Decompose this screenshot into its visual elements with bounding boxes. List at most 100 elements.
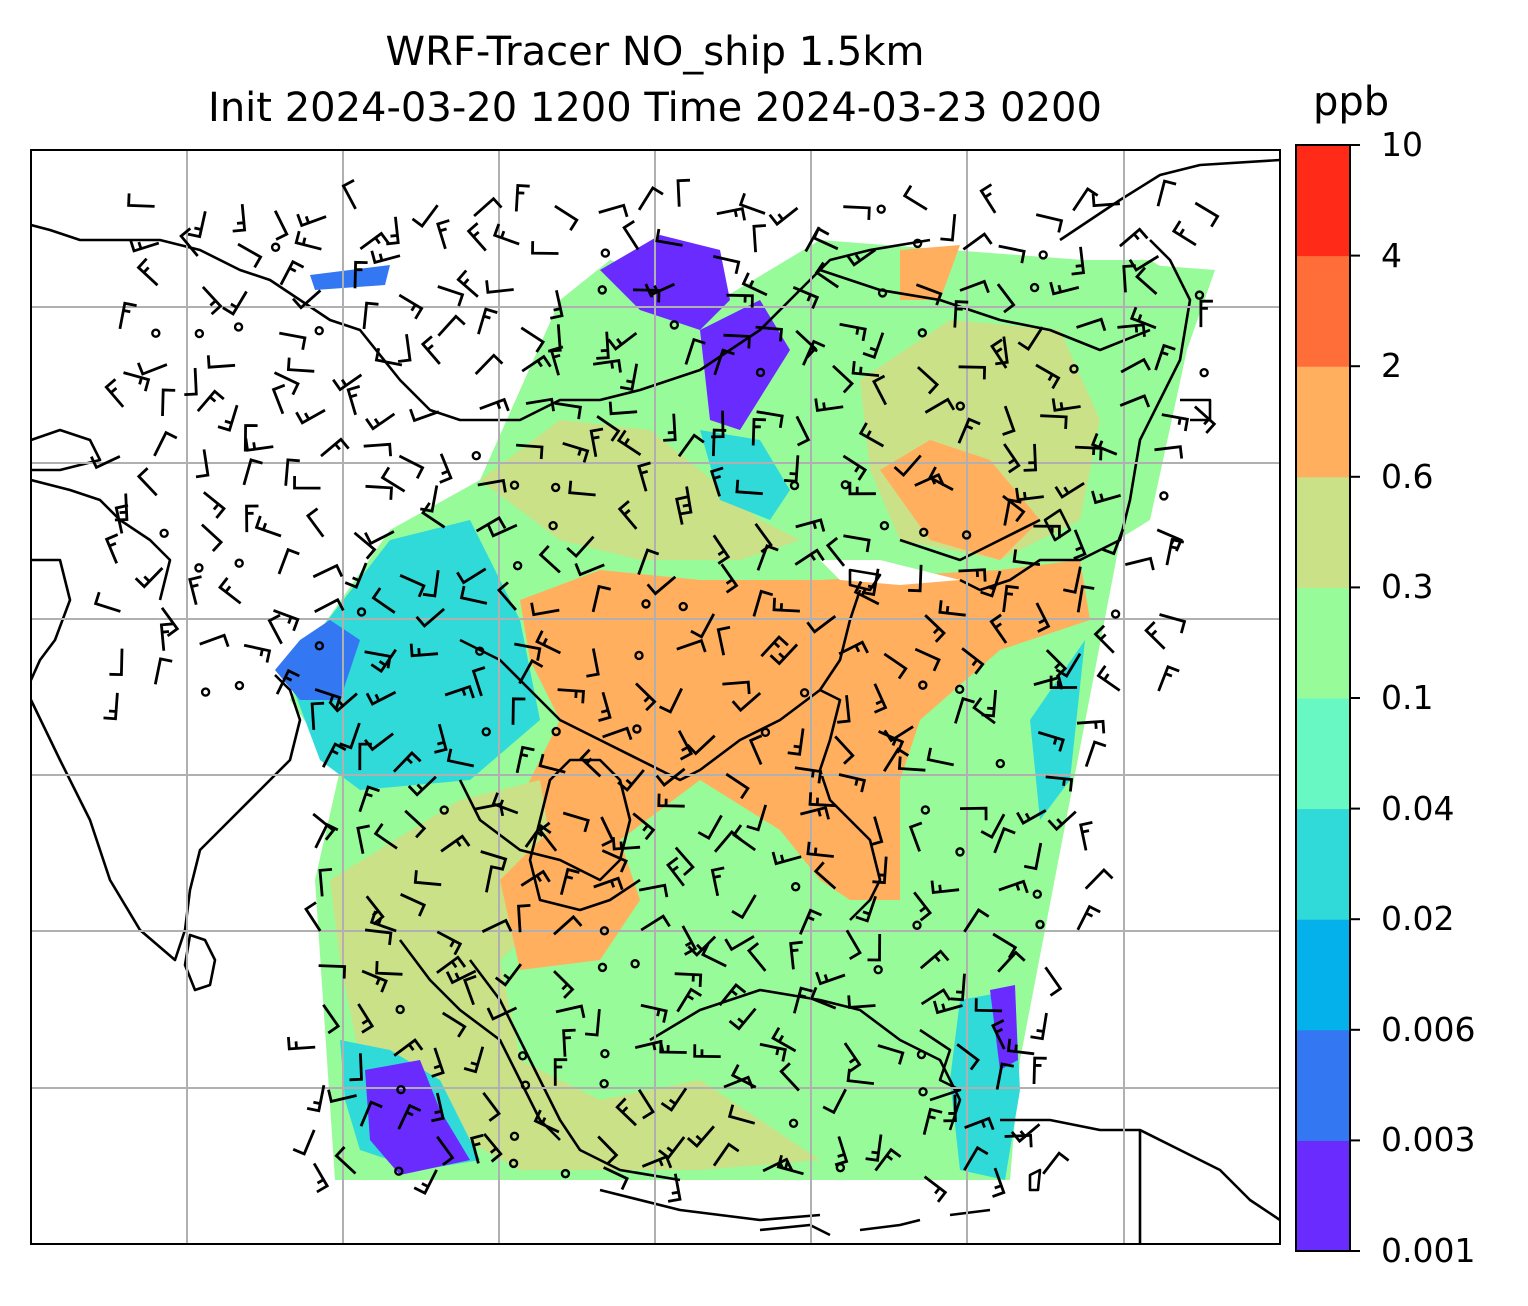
calm-wind-marker [876, 204, 886, 214]
wind-barb [332, 373, 363, 392]
calm-wind-marker [755, 367, 766, 378]
wind-barb [1073, 529, 1087, 560]
wind-barb [1045, 775, 1074, 792]
wind-barb [926, 747, 954, 767]
wind-barb [1159, 613, 1187, 634]
wind-barb [1090, 432, 1118, 456]
wind-barb [361, 969, 388, 993]
wind-barb [794, 548, 825, 566]
calm-wind-marker [1199, 367, 1209, 378]
wind-barb [845, 929, 862, 961]
calm-wind-marker [641, 599, 651, 609]
wind-barb [118, 301, 137, 330]
field-olive-south [330, 780, 820, 1170]
wind-barb [962, 232, 993, 251]
wind-barb [415, 607, 446, 628]
wind-barb [359, 231, 390, 251]
calm-wind-marker [356, 607, 367, 617]
wind-barb [928, 466, 954, 491]
coastline-srilanka [183, 933, 217, 992]
wind-barb [979, 183, 997, 214]
wind-barb [843, 534, 871, 553]
wind-barb [637, 461, 651, 492]
wind-barb [397, 1103, 422, 1130]
coastline-timor [859, 1208, 991, 1232]
wind-barb [607, 331, 638, 351]
calm-wind-marker [194, 563, 204, 573]
wind-barb [1003, 443, 1021, 474]
wind-barb [153, 657, 173, 685]
wind-barb [273, 371, 300, 396]
wind-barbs [90, 178, 1220, 1203]
wind-barb [843, 1042, 862, 1073]
wind-barb [1063, 566, 1082, 594]
wind-barb [862, 332, 885, 359]
wind-barb [328, 692, 358, 713]
wind-barb [674, 972, 703, 987]
wind-barb [615, 1097, 637, 1127]
wind-barb [353, 260, 368, 289]
wind-barb [732, 824, 757, 852]
wind-barb [815, 971, 846, 986]
wind-barb [160, 606, 180, 638]
wind-barb [806, 614, 837, 634]
wind-barb [893, 454, 922, 477]
wind-barb [676, 987, 703, 1013]
wind-barb [677, 433, 705, 458]
wind-barb [287, 1036, 316, 1051]
wind-barb [267, 613, 283, 645]
wind-barb [365, 412, 396, 431]
wind-barb [883, 652, 908, 680]
wind-barb [954, 696, 975, 724]
colorbar-unit-label: ppb [1313, 79, 1390, 125]
wind-barb [839, 322, 867, 342]
wind-barb [477, 478, 507, 493]
wind-barb [1120, 357, 1151, 374]
wind-barb [779, 1062, 800, 1092]
wind-barb [637, 1089, 655, 1120]
wind-barb [312, 563, 344, 579]
wind-barb [865, 1134, 883, 1162]
wind-barb [1040, 414, 1068, 429]
wind-barb [586, 648, 600, 678]
wind-barb [958, 365, 987, 380]
wind-barb [380, 466, 406, 493]
wind-barb [218, 577, 242, 605]
wind-barb [392, 751, 422, 773]
wind-barb [848, 481, 876, 496]
wind-barb [349, 1053, 363, 1082]
wind-barb [1091, 193, 1121, 208]
wind-barb [678, 486, 693, 516]
wind-barb [720, 563, 739, 594]
wind-barb [843, 205, 871, 220]
wind-barb [524, 823, 552, 848]
wind-barb [463, 1046, 485, 1074]
calm-wind-marker [508, 1158, 519, 1169]
colorbar-tick-label: 0.001 [1381, 1231, 1476, 1270]
calm-wind-marker [599, 1079, 609, 1089]
colorbar-tick-label: 4 [1381, 235, 1402, 275]
wind-barb [275, 668, 300, 695]
calm-wind-marker [877, 288, 888, 298]
calm-wind-marker [918, 1087, 928, 1097]
calm-wind-marker [879, 521, 890, 531]
wind-barb [693, 1044, 721, 1058]
colorbar-segment [1296, 1029, 1350, 1141]
wind-barb [103, 692, 119, 721]
wind-barb [723, 333, 751, 349]
wind-barb [279, 259, 305, 286]
wind-barb [655, 767, 686, 787]
wind-barb [752, 224, 766, 253]
wind-barb [1033, 524, 1061, 539]
wind-barb [555, 1004, 586, 1019]
wind-barb [675, 495, 689, 525]
wind-barb [136, 467, 158, 497]
wind-barb [306, 1084, 326, 1113]
wind-barb [284, 458, 300, 486]
coastline-peninsula [468, 959, 681, 1182]
wind-barb [469, 1133, 484, 1164]
calm-wind-marker [159, 528, 169, 538]
wind-barb [795, 518, 826, 532]
calm-wind-marker [560, 1168, 571, 1179]
wind-barb [1135, 266, 1158, 295]
